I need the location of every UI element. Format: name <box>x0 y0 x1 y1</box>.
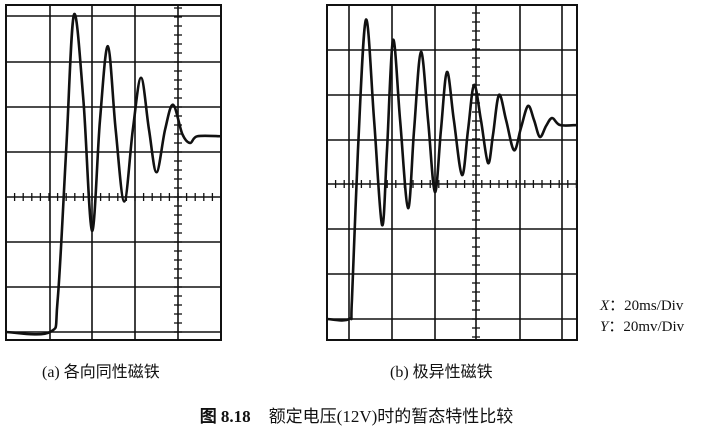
y-axis-letter: Y <box>600 319 609 335</box>
panel-a-caption: (a) 各向同性磁铁 <box>42 364 160 381</box>
panel-a-frame <box>5 4 222 341</box>
x-scale-value: ：20ms/Div <box>609 298 684 314</box>
x-axis-letter: X <box>600 298 610 314</box>
panel-b-caption: (b) 极异性磁铁 <box>390 364 493 381</box>
panel-b-trace <box>326 18 578 322</box>
y-scale-value: ：20mv/Div <box>608 319 685 335</box>
figure-caption-text: 额定电压(12V)时的暂态特性比较 <box>268 407 514 426</box>
figure-caption: 图 8.18 额定电压(12V)时的暂态特性比较 <box>0 402 713 427</box>
panel-a-trace <box>5 12 222 336</box>
figure-number: 图 8.18 <box>199 407 251 426</box>
x-scale-label: X：20ms/Div <box>600 294 683 315</box>
panel-b-frame <box>326 4 578 341</box>
y-scale-label: Y：20mv/Div <box>600 315 684 336</box>
